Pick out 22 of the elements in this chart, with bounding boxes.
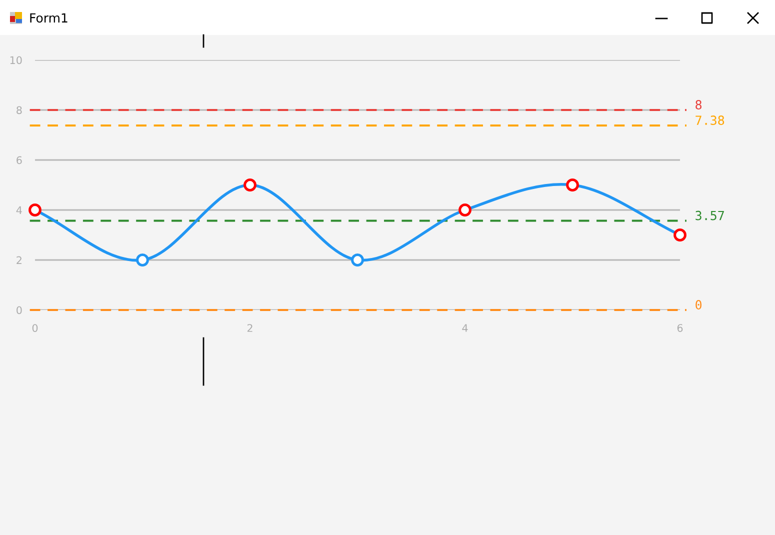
chart-title: Form1: [30, 13, 68, 23]
point: [566, 178, 579, 192]
y-tick-label: 6: [16, 156, 22, 164]
y-tick-label: 2: [16, 256, 22, 264]
x-tick-label: 6: [677, 324, 683, 332]
y-tick-label: 4: [16, 206, 22, 214]
point: [674, 228, 686, 242]
point: [136, 254, 149, 266]
y-tick-label: 10: [10, 56, 22, 64]
x-tick-label: 2: [247, 324, 252, 332]
point: [458, 204, 472, 216]
ref-line-label: 3.57: [696, 210, 724, 220]
ref-line-label: 0: [696, 300, 702, 310]
point: [244, 178, 256, 192]
x-tick-label: 4: [462, 324, 468, 332]
ref-line-label: 7.38: [696, 116, 724, 125]
point: [28, 204, 42, 216]
y-tick-label: 0: [16, 306, 22, 314]
y-tick-label: 8: [16, 106, 22, 114]
point: [351, 254, 364, 266]
ref-line-label: 8: [696, 100, 702, 110]
x-tick-label: 0: [32, 324, 38, 332]
